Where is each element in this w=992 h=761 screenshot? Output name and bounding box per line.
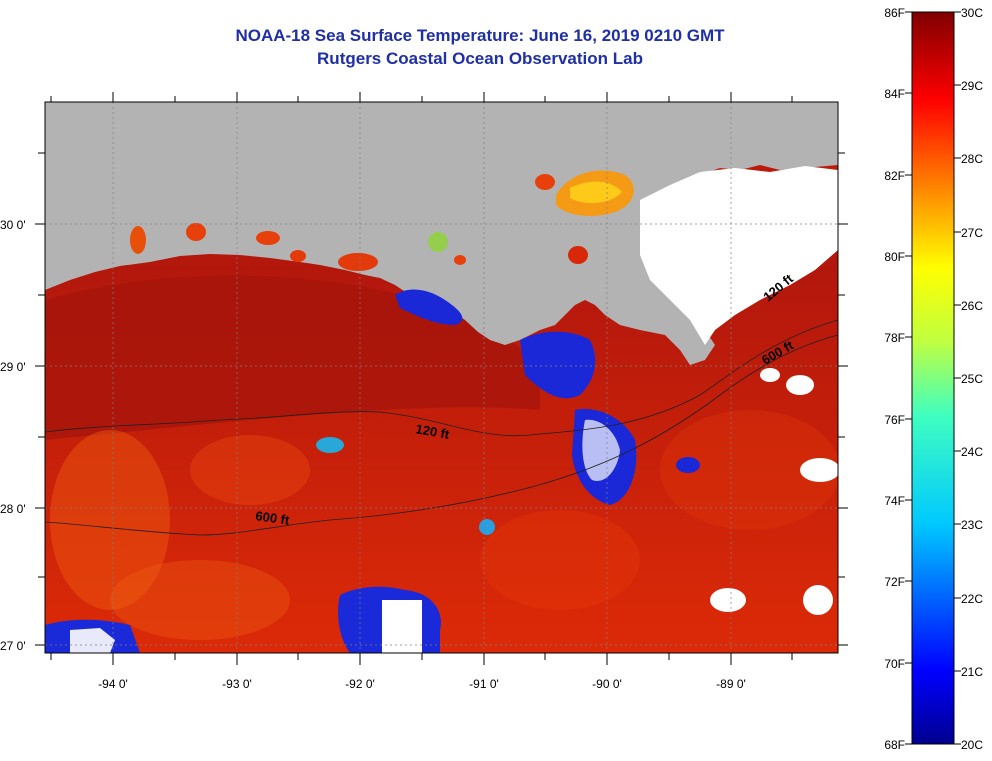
- colorbar-f-label: 74F: [884, 494, 905, 508]
- coastal-cool-water: [395, 289, 463, 325]
- colorbar-c-label: 21C: [961, 665, 983, 679]
- contour-120ft: [45, 319, 838, 437]
- tick-marks: [35, 92, 848, 665]
- lon-label: -90 0': [592, 677, 622, 691]
- map-subtitle: Rutgers Coastal Ocean Observation Lab: [317, 49, 643, 68]
- contour-label-120ft: 120 ft: [414, 421, 451, 442]
- lon-label: -91 0': [469, 677, 499, 691]
- colorbar-ticks: [905, 11, 961, 745]
- cloud-delta: [640, 166, 838, 345]
- colorbar-c-label: 26C: [961, 299, 983, 313]
- colorbar-f-label: 68F: [884, 738, 905, 752]
- lat-label: 30 0': [0, 218, 26, 232]
- lon-label: -94 0': [98, 677, 128, 691]
- map-frame: [44, 101, 839, 654]
- colorbar-f-label: 70F: [884, 657, 905, 671]
- colorbar-f-label: 76F: [884, 413, 905, 427]
- colorbar-c-label: 28C: [961, 152, 983, 166]
- colorbar-f-label: 80F: [884, 250, 905, 264]
- colorbar-c-label: 20C: [961, 738, 983, 752]
- warm-patch: [50, 430, 170, 610]
- colorbar-c-label: 25C: [961, 372, 983, 386]
- lat-label: 29 0': [0, 360, 26, 374]
- lat-label: 27 0': [0, 639, 26, 653]
- colorbar-f-label: 72F: [884, 575, 905, 589]
- colorbar-f-label: 84F: [884, 87, 905, 101]
- contour-label-600ft: 600 ft: [255, 508, 291, 528]
- contour-600ft: [45, 334, 838, 536]
- cloud-patch: [786, 375, 814, 395]
- colorbar-c-label: 24C: [961, 445, 983, 459]
- colorbar: [911, 11, 955, 745]
- map-title: NOAA-18 Sea Surface Temperature: June 16…: [235, 26, 725, 45]
- colorbar-c-label: 22C: [961, 592, 983, 606]
- colorbar-c-label: 30C: [961, 6, 983, 20]
- lon-label: -89 0': [716, 677, 746, 691]
- colorbar-c-label: 29C: [961, 79, 983, 93]
- colorbar-c-label: 23C: [961, 518, 983, 532]
- colorbar-f-label: 78F: [884, 331, 905, 345]
- colorbar-f-label: 82F: [884, 169, 905, 183]
- lon-label: -93 0': [222, 677, 252, 691]
- lat-label: 28 0': [0, 502, 26, 516]
- grid: [45, 102, 838, 653]
- colorbar-c-label: 27C: [961, 226, 983, 240]
- lon-label: -92 0': [345, 677, 375, 691]
- colorbar-f-label: 86F: [884, 6, 905, 20]
